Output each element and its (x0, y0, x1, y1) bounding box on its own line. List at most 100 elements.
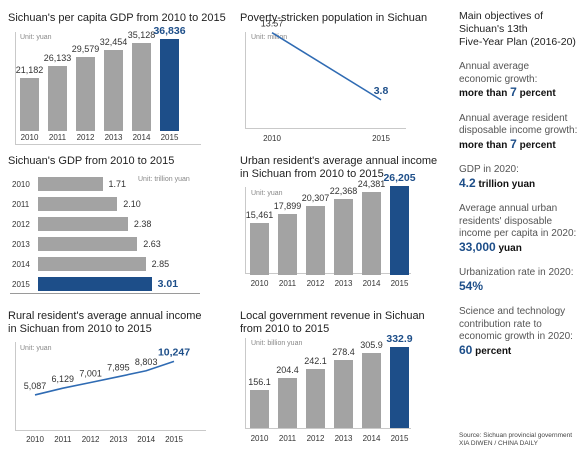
objective-label-line: GDP in 2020: (459, 164, 519, 175)
data-label: 3.8 (374, 85, 389, 97)
objectives-heading: Main objectives of Sichuan's 13th Five-Y… (459, 10, 584, 49)
objective-label-line: Annual average resident (459, 112, 568, 124)
x-tick-label: 2014 (362, 434, 381, 443)
bar (48, 65, 67, 131)
x-tick-label: 2012 (82, 435, 100, 444)
unit-label-urban-income: Unit: yuan (251, 190, 283, 197)
objective-label-line: economic growth in 2020: (459, 331, 573, 342)
data-label: 7,001 (79, 368, 102, 378)
bar (38, 237, 138, 251)
data-label: 7,895 (107, 363, 130, 373)
bar (20, 78, 39, 131)
objectives-heading-line: Five-Year Plan (2016-20) (459, 36, 576, 48)
objective-label-line: residents' disposable (459, 215, 553, 227)
data-label: 2.10 (123, 199, 141, 209)
objective-value-suffix: yuan (495, 242, 522, 254)
data-label: 35,128 (127, 30, 156, 41)
objective-value: 4.2 trillion yuan (459, 176, 584, 192)
objective-label-line: income per capita in 2020: (459, 228, 577, 239)
y-tick-label: 2010 (12, 180, 30, 189)
bar (334, 199, 353, 275)
bar (362, 353, 381, 428)
bar (390, 186, 409, 275)
bar (250, 389, 269, 428)
chart-title-gdp-per-capita: Sichuan's per capita GDP from 2010 to 20… (8, 12, 226, 24)
data-label: 5,087 (24, 381, 47, 391)
x-tick-label: 2011 (54, 435, 72, 444)
chart-title-local-revenue-line1: Local government revenue in Sichuan (240, 310, 425, 322)
chart-frame-rural-income (15, 342, 206, 431)
objective-value-suffix: trillion yuan (475, 178, 536, 190)
chart-frame-urban-income (245, 187, 411, 274)
data-label: 26,133 (43, 52, 72, 63)
objective-label-line: contribution rate to (459, 318, 542, 330)
data-label: 278.4 (332, 347, 355, 358)
objective-value-number: 7 (510, 85, 517, 99)
x-tick-label: 2011 (278, 434, 297, 443)
objective-value: more than 7 percent (459, 86, 584, 101)
bar (362, 192, 381, 275)
bar (278, 214, 297, 275)
objective-value-suffix: percent (516, 88, 556, 99)
objective-label-line: Annual average (459, 61, 530, 72)
bar (76, 57, 95, 131)
x-tick-label: 2012 (76, 133, 95, 142)
data-label: 2.63 (143, 239, 161, 249)
data-label: 15,461 (245, 209, 274, 220)
bar (278, 378, 297, 428)
objective-label-line: economic growth: (459, 73, 538, 85)
x-tick-label: 2014 (137, 435, 155, 444)
objectives-list: Annual average economic growth: more than … (459, 61, 584, 358)
y-tick-label: 2014 (12, 260, 30, 269)
data-label: 1.71 (108, 179, 127, 189)
x-tick-label: 2010 (250, 279, 269, 288)
data-label: 2.85 (151, 259, 170, 269)
x-tick-label: 2012 (306, 434, 325, 443)
unit-label-gdp: Unit: trillion yuan (138, 176, 190, 183)
objective-value-prefix: more than (459, 139, 511, 151)
chart-title-rural-income-line2: in Sichuan from 2010 to 2015 (8, 323, 152, 335)
source-line: Source: Sichuan provincial government (459, 432, 573, 439)
objective-item: Annual average resident disposable income… (459, 113, 584, 153)
y-tick-label: 2012 (12, 220, 30, 229)
objectives-heading-line: Main objectives of (459, 10, 544, 22)
objective-value-suffix: percent (516, 139, 556, 151)
chart-title-local-revenue-line2: from 2010 to 2015 (240, 323, 330, 335)
unit-label-poverty: Unit: million (251, 34, 288, 41)
data-label: 24,381 (357, 179, 386, 190)
objective-item: GDP in 2020: 4.2 trillion yuan (459, 164, 584, 191)
bar (38, 257, 146, 271)
x-tick-label: 2015 (372, 134, 390, 143)
objective-value: more than 7 percent (459, 137, 584, 153)
objective-item: Urbanization rate in 2020: 54% (459, 267, 584, 294)
chart-title-rural-income-line1: Rural resident's average annual income (8, 310, 202, 322)
objective-value: 33,000 yuan (459, 240, 584, 256)
data-label: 22,368 (329, 186, 358, 197)
data-label: 156.1 (248, 376, 271, 387)
data-label: 204.4 (276, 365, 299, 376)
x-tick-label: 2011 (48, 133, 67, 142)
unit-label-local-revenue: Unit: billion yuan (251, 340, 303, 347)
objective-value: 60 percent (459, 343, 584, 359)
chart-title-urban-income-line2: in Sichuan from 2010 to 2015 (240, 168, 384, 180)
objectives-heading-line: Sichuan's 13th (459, 23, 528, 35)
bar (250, 222, 269, 275)
credit-line: XIA DIWEN / CHINA DAILY (459, 440, 538, 447)
unit-label-gdp-per-capita: Unit: yuan (20, 34, 52, 41)
x-tick-label: 2010 (250, 434, 269, 443)
objective-label-line: Science and technology (459, 306, 566, 317)
data-label: 6,129 (52, 374, 75, 384)
x-tick-label: 2015 (390, 434, 409, 443)
data-label: 36,836 (153, 24, 186, 37)
objective-value: 54% (459, 279, 584, 295)
y-tick-label: 2015 (12, 280, 30, 289)
x-tick-label: 2015 (390, 279, 409, 288)
x-tick-label: 2010 (20, 133, 39, 142)
bar (306, 206, 325, 275)
x-tick-label: 2012 (306, 279, 325, 288)
objective-value-suffix: percent (472, 345, 512, 357)
objective-label-line: disposable income growth: (459, 125, 578, 136)
bar (334, 360, 353, 428)
